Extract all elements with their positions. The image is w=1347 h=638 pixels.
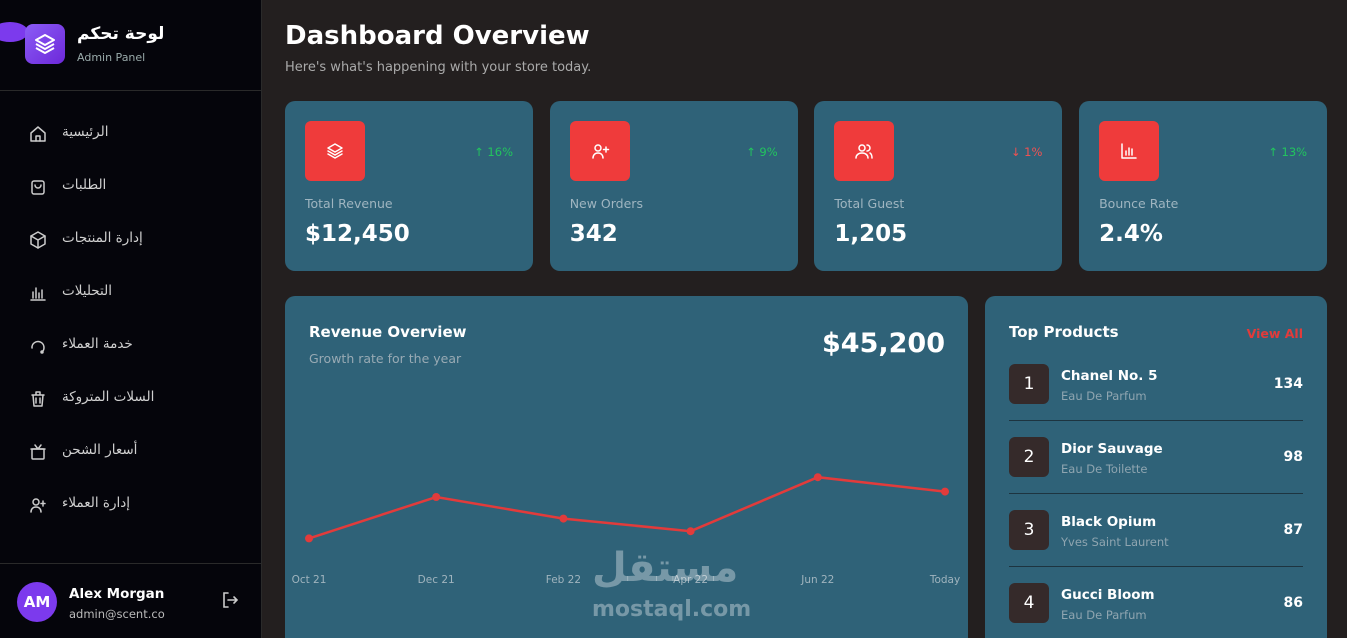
nav-item[interactable]: التحليلات [0,275,261,311]
stat-label: New Orders [569,196,643,211]
x-tick-label: Apr 22 [673,574,708,586]
stat-card: ↑ 16% Total Revenue $12,450 [285,101,533,271]
view-all-link[interactable]: View All [1246,326,1303,341]
nav-item[interactable]: الرئيسية [0,116,261,152]
product-subtitle: Yves Saint Laurent [1061,535,1169,549]
nav-item[interactable]: أسعار الشحن [0,434,261,470]
nav-label: إدارة المنتجات [62,230,143,246]
stat-change: ↑ 16% [474,145,513,159]
panel-title: Top Products [1009,323,1119,341]
x-tick-label: Oct 21 [292,574,327,586]
stat-card: ↑ 9% New Orders 342 [549,101,798,271]
nav-label: خدمة العملاء [62,336,133,352]
product-name: Gucci Bloom [1061,587,1155,603]
stat-label: Total Revenue [305,196,393,211]
product-count: 134 [1273,376,1303,392]
nav-label: أسعار الشحن [62,442,138,458]
product-name: Chanel No. 5 [1061,368,1158,384]
brand-subtitle: Admin Panel [77,51,146,64]
avatar: AM [17,582,57,622]
nav-item[interactable]: الطلبات [0,169,261,205]
stat-change: ↑ 9% [746,145,778,159]
line [308,475,946,540]
divider [0,90,261,91]
nav-item[interactable]: إدارة المنتجات [0,222,261,258]
x-tick-label: Feb 22 [546,574,581,586]
chart: Oct 21 Dec 21 Feb 22 Apr 22 Jun 22 Today [292,473,960,586]
product-subtitle: Eau De Parfum [1061,389,1147,403]
product-count: 87 [1283,522,1303,538]
stat-value: 2.4% [1099,221,1163,247]
point [559,514,568,523]
rank-badge: 2 [1009,437,1049,477]
chart-panel: Revenue Overview Growth rate for the yea… [285,296,968,638]
point [305,534,313,543]
rank-badge: 4 [1009,583,1049,623]
point [432,493,441,501]
stat-card: ↓ 1% Total Guest 1,205 [814,101,1063,271]
sidebar: لوحة تحكم Admin Panel الرئيسية الطلبات إدا… [0,0,262,638]
stat-change: ↑ 13% [1268,145,1308,159]
stat-label: Bounce Rate [1099,196,1179,211]
product-count: 86 [1283,595,1303,611]
top-products-panel: Top Products View All 1 Chanel No. 5 Eau D… [985,296,1327,638]
stat-value: 1,205 [834,221,908,247]
stat-change: ↓ 1% [1010,145,1043,159]
divider [1009,493,1303,494]
user-email: admin@scent.co [69,607,165,621]
chart-total: $45,200 [822,328,945,359]
user-name: Alex Morgan [69,586,165,602]
product-subtitle: Eau De Parfum [1061,608,1147,622]
x-tick-label: Jun 22 [800,574,834,586]
rank-badge: 3 [1009,510,1049,550]
nav-label: الرئيسية [62,124,109,140]
nav-item[interactable]: السلات المتروكة [0,381,261,417]
brand-logo [25,24,65,64]
nav-label: الطلبات [62,177,107,193]
nav-item[interactable]: خدمة العملاء [0,328,261,364]
nav-label: إدارة العملاء [62,495,130,511]
point [686,527,695,536]
product-count: 98 [1283,449,1303,465]
x-tick-label: Today [929,574,960,586]
product-name: Dior Sauvage [1061,441,1163,457]
rank-badge: 1 [1009,364,1049,404]
nav-item[interactable]: إدارة العملاء [0,487,261,523]
stat-label: Total Guest [834,196,905,211]
stat-card: ↑ 13% Bounce Rate 2.4% [1079,101,1328,271]
stat-value: $12,450 [305,221,410,247]
point [941,487,949,496]
stat-icon [569,121,630,181]
decor-blob [0,22,28,42]
nav-label: السلات المتروكة [62,389,155,405]
divider [1009,420,1303,421]
nav-label: التحليلات [62,283,112,299]
point [813,473,822,482]
product-name: Black Opium [1061,514,1157,530]
brand-title: لوحة تحكم [77,24,165,44]
chart-title: Revenue Overview [309,323,467,341]
product-subtitle: Eau De Toilette [1061,462,1148,476]
stat-value: 342 [569,221,618,247]
watermark: مستقل [592,545,739,591]
logout-button[interactable] [220,590,240,610]
divider [1009,566,1303,567]
watermark: mostaql.com [592,597,752,622]
page-subtitle: Here's what's happening with your store … [285,60,592,75]
stat-icon [305,121,365,181]
chart-subtitle: Growth rate for the year [309,351,462,366]
page-title: Dashboard Overview [285,21,590,51]
x-tick-label: Dec 21 [418,574,455,586]
stat-icon [1099,121,1160,181]
divider [0,563,261,564]
stat-icon [834,121,895,181]
